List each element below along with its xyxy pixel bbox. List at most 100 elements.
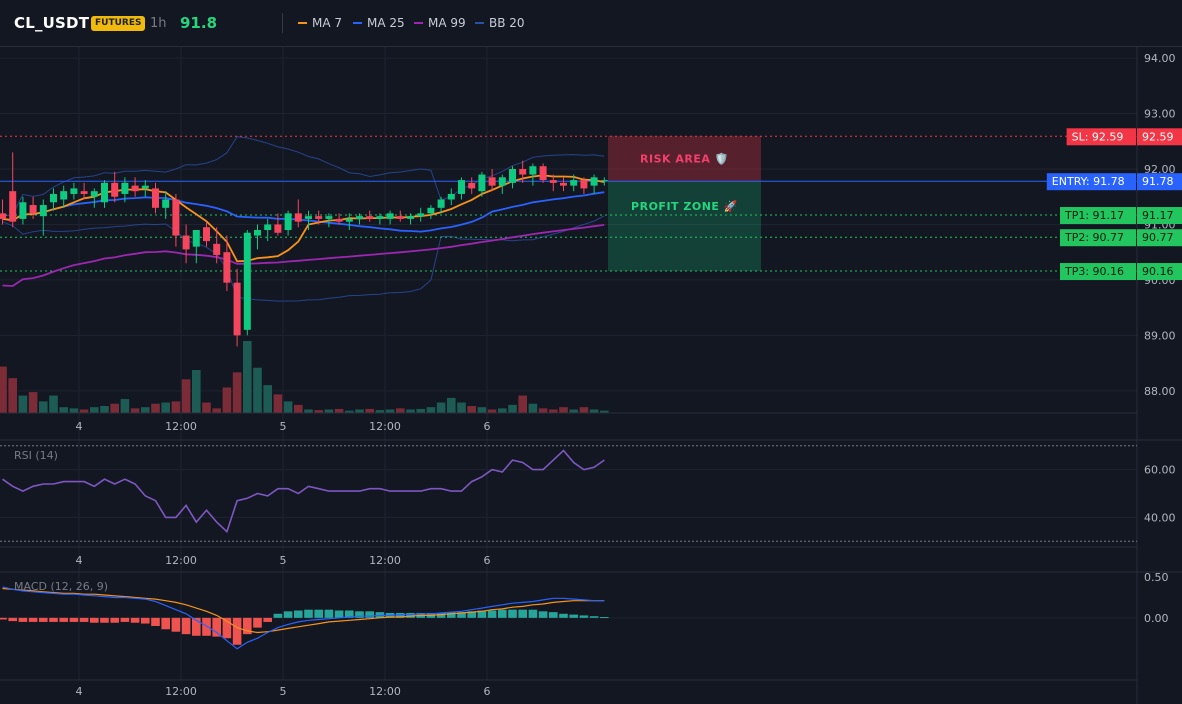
macd-histogram-bar bbox=[508, 609, 517, 618]
candle-body bbox=[60, 191, 68, 200]
volume-bar bbox=[457, 402, 466, 413]
volume-bar bbox=[120, 399, 130, 413]
trade-levels bbox=[0, 135, 1137, 272]
time-tick-label: 12:00 bbox=[369, 685, 401, 698]
candle-body bbox=[356, 216, 363, 219]
candle-body bbox=[539, 166, 547, 181]
symbol-title[interactable]: CL_USDT bbox=[14, 14, 90, 32]
legend-ma99[interactable]: MA 99 bbox=[414, 16, 466, 30]
macd-histogram-bar bbox=[304, 609, 313, 618]
candlesticks[interactable] bbox=[0, 152, 608, 347]
candle-body bbox=[80, 191, 88, 194]
volume-bar bbox=[447, 397, 456, 413]
candle-body bbox=[498, 177, 506, 186]
rsi-pane[interactable]: 60.00 40.00 RSI (14) bbox=[0, 445, 1176, 542]
candle-body bbox=[233, 282, 241, 336]
candle-body bbox=[305, 216, 312, 219]
candle-body bbox=[529, 166, 537, 175]
volume-bar bbox=[273, 394, 283, 413]
volume-bar bbox=[59, 407, 68, 413]
macd-histogram-bar bbox=[253, 617, 262, 628]
volume-bar bbox=[436, 402, 446, 413]
legend-ma25[interactable]: MA 25 bbox=[353, 16, 405, 30]
candle-body bbox=[315, 216, 323, 219]
volume-bar bbox=[294, 404, 303, 413]
macd-tick-label: 0.00 bbox=[1144, 612, 1169, 625]
volume-bars bbox=[0, 341, 609, 413]
time-tick-label: 5 bbox=[280, 685, 287, 698]
macd-line bbox=[2, 586, 605, 650]
macd-histogram-bar bbox=[396, 612, 405, 618]
macd-histogram-bar bbox=[447, 612, 456, 618]
macd-histogram-bar bbox=[110, 617, 119, 623]
macd-histogram-bar bbox=[100, 617, 109, 623]
macd-histogram-bar bbox=[498, 609, 507, 618]
macd-histogram-bar bbox=[263, 617, 272, 622]
macd-histogram-bar bbox=[222, 617, 232, 639]
candle-body bbox=[427, 207, 435, 214]
candle-body bbox=[407, 216, 414, 219]
macd-histogram-bar bbox=[365, 611, 374, 618]
candle-body bbox=[519, 169, 527, 175]
rsi-tick-label: 60.00 bbox=[1144, 464, 1176, 477]
legend-bb20[interactable]: BB 20 bbox=[475, 16, 525, 30]
time-tick-label: 12:00 bbox=[369, 554, 401, 567]
ma25-line bbox=[2, 191, 605, 233]
macd-histogram-bar bbox=[549, 612, 558, 618]
profit-zone bbox=[608, 181, 761, 272]
tp1-axis-tag bbox=[1137, 207, 1182, 225]
candle-body bbox=[386, 213, 394, 219]
candle-body bbox=[417, 213, 425, 217]
volume-bar bbox=[324, 409, 334, 413]
time-tick-label: 6 bbox=[484, 554, 491, 567]
bb-upper-line bbox=[2, 136, 605, 217]
macd-histogram-bar bbox=[90, 617, 99, 623]
header-divider bbox=[282, 13, 283, 33]
price-tick-label: 89.00 bbox=[1144, 329, 1176, 342]
volume-bar bbox=[141, 407, 150, 413]
ma99-line bbox=[2, 224, 605, 287]
candle-body bbox=[437, 199, 445, 208]
macd-histogram-bar bbox=[171, 617, 181, 632]
entry-axis-value: 91.78 bbox=[1142, 175, 1174, 188]
macd-histogram-bar bbox=[181, 617, 191, 635]
candle-body bbox=[590, 177, 598, 186]
candle-body bbox=[70, 188, 78, 194]
volume-bar bbox=[161, 402, 170, 413]
tp3-label-bg bbox=[1060, 263, 1136, 281]
candle-body bbox=[162, 199, 170, 208]
macd-histogram-bar bbox=[18, 617, 28, 622]
volume-bar bbox=[100, 406, 109, 413]
macd-histogram-bar bbox=[79, 617, 89, 622]
profit-zone-label: PROFIT ZONE 🚀 bbox=[631, 200, 738, 213]
candle-body bbox=[560, 182, 567, 186]
macd-histogram-bar bbox=[130, 617, 140, 623]
price-tick-label: 94.00 bbox=[1144, 52, 1176, 65]
volume-bar bbox=[426, 407, 436, 413]
timeframe-label[interactable]: 1h bbox=[150, 16, 167, 31]
volume-bar bbox=[508, 404, 517, 413]
macd-histogram-bar bbox=[0, 617, 7, 620]
candle-body bbox=[458, 180, 465, 194]
trade-zones: RISK AREA 🛡️ PROFIT ZONE 🚀 bbox=[608, 136, 761, 272]
legend-ma7[interactable]: MA 7 bbox=[298, 16, 342, 30]
candle-body bbox=[203, 227, 210, 242]
time-tick-label: 4 bbox=[76, 554, 83, 567]
volume-bar bbox=[232, 372, 242, 413]
volume-bar bbox=[110, 403, 119, 413]
macd-histogram-bar bbox=[192, 617, 201, 636]
volume-bar bbox=[355, 409, 364, 413]
candle-body bbox=[172, 199, 180, 236]
entry-label-bg bbox=[1046, 173, 1136, 191]
tp3-axis-value: 90.16 bbox=[1142, 265, 1174, 278]
rsi-title: RSI (14) bbox=[14, 449, 58, 462]
macd-pane[interactable]: 0.50 0.00 MACD (12, 26, 9) bbox=[0, 571, 1169, 650]
candle-body bbox=[600, 180, 608, 182]
macd-histogram-bar bbox=[243, 617, 252, 635]
macd-histogram-bar bbox=[467, 611, 476, 618]
time-tick-label: 12:00 bbox=[165, 420, 197, 433]
macd-histogram-bar bbox=[161, 617, 170, 630]
time-tick-label: 5 bbox=[280, 554, 287, 567]
macd-histogram-bar bbox=[39, 617, 48, 622]
